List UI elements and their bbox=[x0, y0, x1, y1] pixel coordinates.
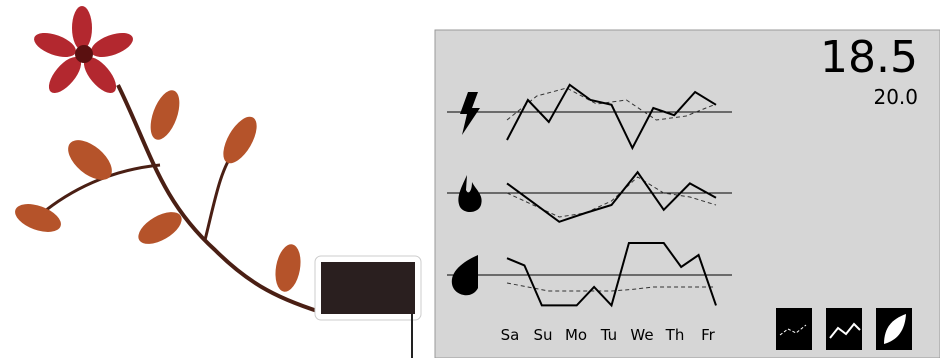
setpoint: 20.0 bbox=[873, 85, 918, 109]
display-panel bbox=[434, 29, 940, 358]
actual-line bbox=[506, 242, 717, 308]
plant-illustration bbox=[15, 6, 331, 317]
device-screen bbox=[321, 262, 415, 314]
day-label: Fr bbox=[701, 326, 716, 344]
day-label: Mo bbox=[565, 326, 587, 344]
actual-line bbox=[506, 83, 717, 151]
day-label: Su bbox=[533, 326, 552, 344]
average-line bbox=[506, 87, 717, 121]
average-line bbox=[506, 282, 716, 292]
day-label: Tu bbox=[600, 326, 617, 344]
icons bbox=[451, 92, 912, 350]
day-label: We bbox=[630, 326, 653, 344]
temperature: 18.5 bbox=[820, 32, 918, 83]
day-label: Sa bbox=[501, 326, 520, 344]
day-label: Th bbox=[665, 326, 685, 344]
actual-line bbox=[506, 170, 717, 223]
